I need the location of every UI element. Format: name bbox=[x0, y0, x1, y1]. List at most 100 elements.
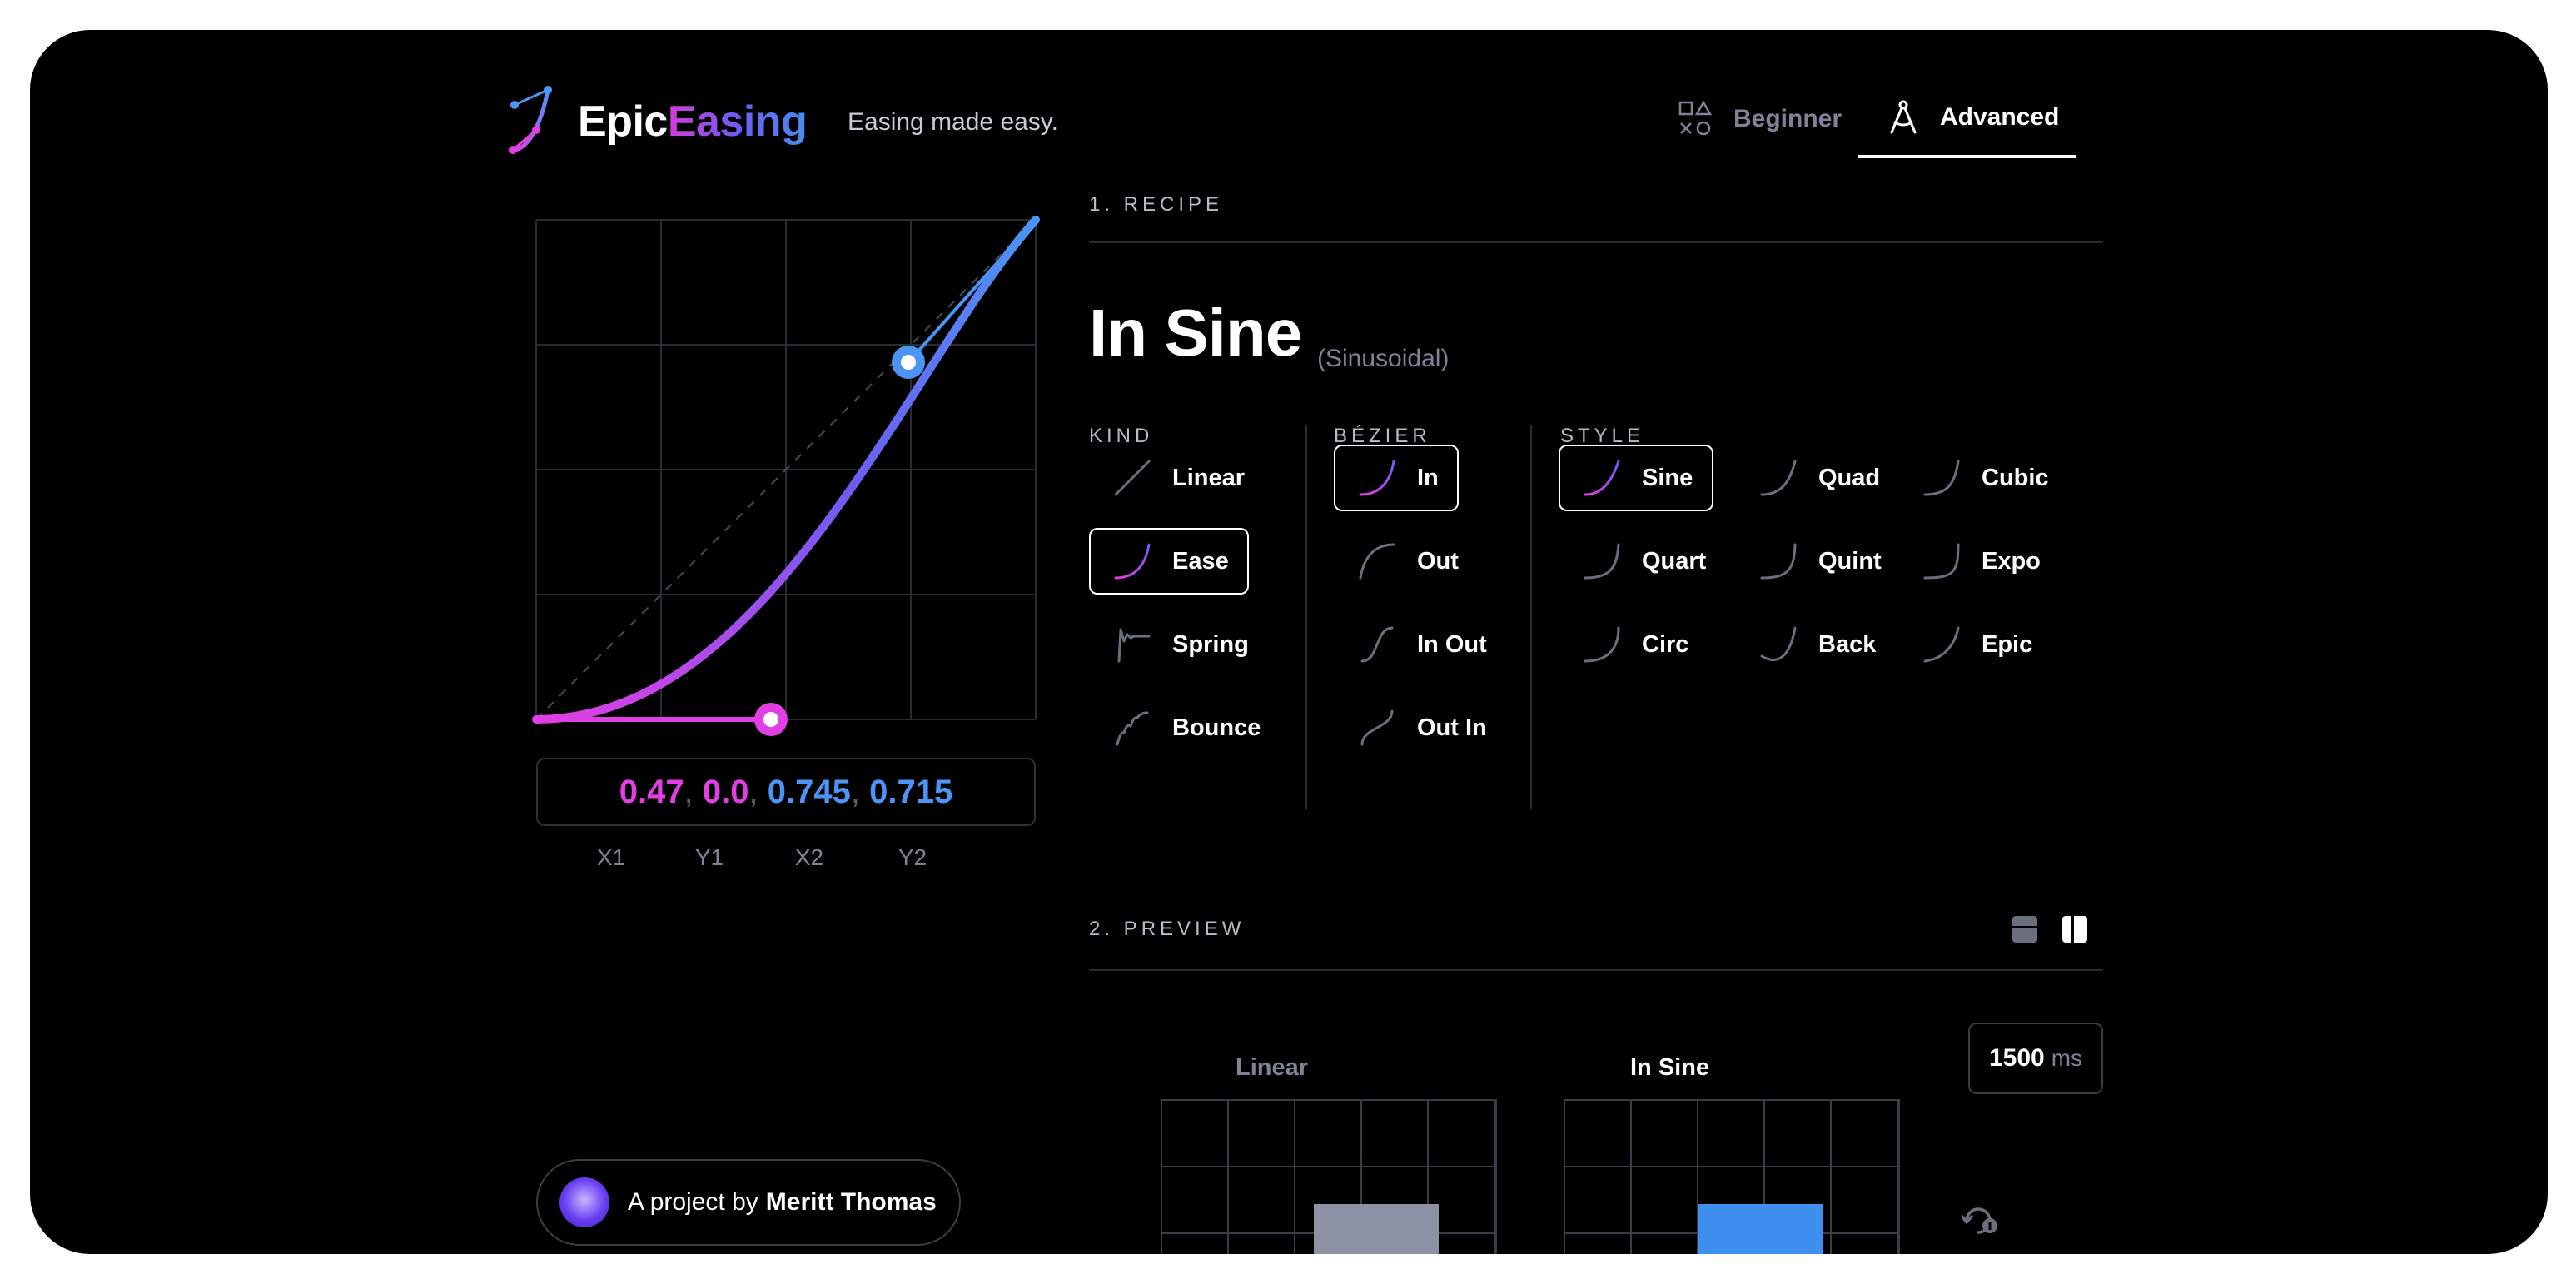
style-option-circ[interactable]: Circ bbox=[1559, 611, 1725, 678]
author-badge[interactable]: A project by Meritt Thomas bbox=[536, 1159, 961, 1246]
tab-advanced-label: Advanced bbox=[1940, 103, 2060, 131]
style-option-label: Sine bbox=[1642, 464, 1693, 491]
recipe-divider bbox=[1089, 241, 2103, 243]
style-option-label: Cubic bbox=[1982, 464, 2049, 491]
kind-option-spring[interactable]: Spring bbox=[1089, 611, 1272, 678]
kind-option-label: Linear bbox=[1172, 464, 1246, 491]
logo-icon bbox=[509, 86, 552, 154]
curve-editor[interactable] bbox=[496, 180, 1079, 763]
duration-input[interactable]: 1500 ms bbox=[1968, 1023, 2103, 1094]
kind-option-bounce[interactable]: Bounce bbox=[1089, 694, 1289, 761]
preview-in-sine-box bbox=[1698, 1204, 1823, 1254]
kind-option-ease[interactable]: Ease bbox=[1089, 528, 1249, 595]
style-option-label: Quint bbox=[1818, 547, 1882, 575]
side-by-side-layout-icon[interactable] bbox=[2061, 914, 2088, 944]
style-option-label: Epic bbox=[1982, 630, 2033, 658]
value-y1[interactable]: 0.0 bbox=[702, 773, 749, 810]
logo-wordmark[interactable]: EpicEasing bbox=[578, 97, 808, 147]
logo-text-easing: Easing bbox=[667, 97, 808, 146]
axis-label-x2: X2 bbox=[794, 844, 824, 870]
bounce-curve-icon bbox=[1116, 711, 1149, 746]
ease-curve-icon bbox=[1114, 543, 1151, 580]
author-name: Meritt Thomas bbox=[765, 1188, 937, 1216]
logo-text-epic: Epic bbox=[578, 97, 668, 146]
tab-beginner[interactable]: Beginner bbox=[1677, 80, 1885, 158]
kind-option-linear[interactable]: Linear bbox=[1089, 445, 1249, 511]
style-option-quint[interactable]: Quint bbox=[1735, 528, 1898, 595]
style-option-quart[interactable]: Quart bbox=[1559, 528, 1725, 595]
style-option-label: Back bbox=[1818, 630, 1877, 658]
column-divider bbox=[1530, 425, 1532, 809]
preview-section-label: 2. PREVIEW bbox=[1089, 918, 1246, 940]
style-option-epic[interactable]: Epic bbox=[1898, 611, 2065, 678]
linear-curve-icon bbox=[1114, 460, 1151, 496]
value-x2[interactable]: 0.745 bbox=[767, 773, 851, 810]
kind-option-label: Spring bbox=[1172, 630, 1249, 658]
preview-divider bbox=[1089, 969, 2103, 971]
bezier-option-label: Out bbox=[1417, 547, 1459, 575]
author-prefix: A project by bbox=[628, 1188, 758, 1216]
style-option-quad[interactable]: Quad bbox=[1735, 445, 1898, 511]
value-x1[interactable]: 0.47 bbox=[619, 773, 684, 810]
axis-label-y1: Y1 bbox=[694, 844, 724, 870]
style-option-cubic[interactable]: Cubic bbox=[1898, 445, 2065, 511]
tab-advanced[interactable]: Advanced bbox=[1858, 80, 2076, 158]
style-option-label: Quart bbox=[1642, 547, 1707, 575]
axis-label-x1: X1 bbox=[596, 844, 626, 870]
style-option-label: Quad bbox=[1818, 464, 1881, 491]
duration-unit: ms bbox=[2051, 1045, 2083, 1071]
bezier-option-in[interactable]: In bbox=[1334, 445, 1459, 511]
bezier-option-label: Out In bbox=[1417, 714, 1487, 741]
style-option-sine[interactable]: Sine bbox=[1559, 445, 1713, 511]
value-y2[interactable]: 0.715 bbox=[869, 773, 953, 810]
bezier-values[interactable]: 0.47, 0.0, 0.745, 0.715 bbox=[536, 758, 1036, 826]
bezier-option-label: In bbox=[1417, 464, 1439, 491]
kind-option-label: Ease bbox=[1172, 547, 1229, 575]
avatar bbox=[559, 1177, 609, 1227]
kind-option-label: Bounce bbox=[1172, 714, 1261, 741]
replay-icon[interactable] bbox=[1962, 1204, 2002, 1237]
recipe-section-label: 1. RECIPE bbox=[1089, 193, 1224, 216]
column-divider bbox=[1305, 425, 1307, 809]
ease-in-out-curve-icon bbox=[1360, 626, 1394, 663]
app-frame: EpicEasing Easing made easy. Beginner Ad… bbox=[30, 30, 2548, 1254]
kind-label: KIND bbox=[1089, 425, 1154, 447]
ease-out-curve-icon bbox=[1359, 543, 1395, 580]
value-separator: , bbox=[850, 773, 860, 810]
spring-curve-icon bbox=[1117, 628, 1151, 663]
bezier-option-label: In Out bbox=[1417, 630, 1487, 658]
page-title: In Sine bbox=[1089, 296, 1302, 370]
linear-reference-line bbox=[535, 219, 1037, 720]
bezier-option-in-out[interactable]: In Out bbox=[1334, 611, 1517, 678]
ease-in-curve-icon bbox=[1359, 460, 1395, 496]
style-option-expo[interactable]: Expo bbox=[1898, 528, 2065, 595]
expo-curve-icon bbox=[1923, 543, 1960, 580]
style-option-back[interactable]: Back bbox=[1735, 611, 1898, 678]
back-curve-icon bbox=[1760, 626, 1797, 661]
easing-curve bbox=[532, 216, 1040, 724]
page-subtitle: (Sinusoidal) bbox=[1317, 345, 1450, 372]
quad-curve-icon bbox=[1760, 460, 1797, 496]
bezier-label: BÉZIER bbox=[1334, 425, 1431, 447]
value-separator: , bbox=[684, 773, 694, 810]
epic-curve-icon bbox=[1923, 626, 1960, 663]
bezier-option-out-in[interactable]: Out In bbox=[1334, 694, 1517, 761]
axis-label-y2: Y2 bbox=[898, 844, 927, 870]
stacked-layout-icon[interactable] bbox=[2012, 914, 2038, 944]
tab-beginner-label: Beginner bbox=[1733, 105, 1842, 132]
duration-value[interactable]: 1500 bbox=[1988, 1044, 2045, 1072]
preview-linear-box bbox=[1314, 1204, 1439, 1254]
bezier-option-out[interactable]: Out bbox=[1334, 528, 1500, 595]
cubic-curve-icon bbox=[1923, 460, 1960, 496]
style-option-label: Expo bbox=[1982, 547, 2041, 575]
style-option-label: Circ bbox=[1642, 630, 1689, 658]
quint-curve-icon bbox=[1760, 543, 1797, 580]
compass-icon bbox=[1890, 100, 1917, 134]
preview-linear-label: Linear bbox=[1236, 1054, 1309, 1081]
sine-curve-icon bbox=[1584, 460, 1620, 496]
control-point-p1-center bbox=[763, 712, 778, 727]
quart-curve-icon bbox=[1584, 543, 1620, 580]
circ-curve-icon bbox=[1584, 626, 1620, 663]
tagline: Easing made easy. bbox=[848, 108, 1058, 136]
preview-in-sine-label: In Sine bbox=[1630, 1054, 1710, 1081]
